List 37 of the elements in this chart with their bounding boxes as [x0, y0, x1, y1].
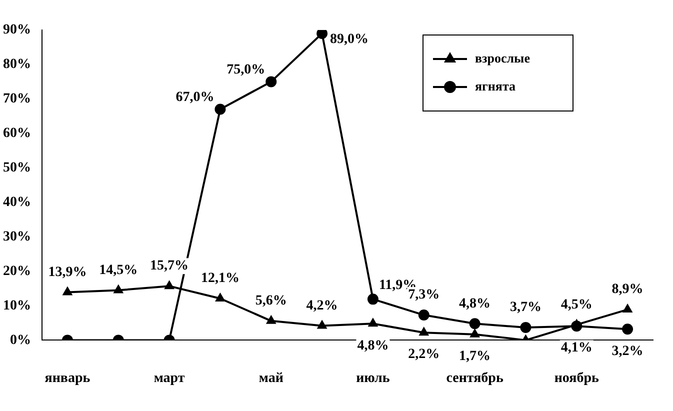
- data-label: 13,9%: [48, 264, 87, 280]
- data-label: 4,5%: [560, 297, 592, 312]
- data-label: 3,2%: [612, 344, 644, 359]
- data-label: 4,2%: [306, 298, 338, 314]
- data-label: 67,0%: [176, 90, 214, 105]
- y-tick-label: 90%: [3, 22, 31, 38]
- y-tick-label: 0%: [10, 332, 31, 348]
- y-tick-label: 20%: [3, 264, 31, 279]
- legend-label: ягнята: [475, 78, 516, 94]
- y-tick-label: 50%: [3, 160, 31, 176]
- y-tick-label: 80%: [3, 57, 31, 72]
- x-tick-label: сентябрь: [446, 371, 504, 386]
- data-label: 75,0%: [226, 62, 266, 78]
- legend-label: взрослые: [475, 50, 530, 66]
- data-label: 4,8%: [459, 296, 491, 312]
- x-tick-label: ноябрь: [554, 371, 600, 386]
- y-tick-label: 70%: [3, 92, 31, 107]
- x-tick-label: июль: [356, 371, 390, 386]
- data-label: 89,0%: [330, 32, 369, 48]
- data-label: 7,3%: [408, 288, 440, 303]
- data-label: 12,1%: [200, 271, 240, 286]
- y-tick-label: 60%: [3, 126, 31, 142]
- data-label: 3,7%: [510, 300, 542, 316]
- data-label: 8,9%: [612, 282, 644, 298]
- x-tick-label: январь: [44, 371, 91, 386]
- x-tick-label: май: [258, 371, 284, 386]
- y-tick-label: 30%: [3, 229, 31, 244]
- data-label: 4,1%: [560, 340, 592, 356]
- data-label: 14,5%: [99, 262, 138, 278]
- data-label: 4,8%: [357, 338, 389, 354]
- data-label: 2,2%: [408, 347, 440, 362]
- x-tick-label: март: [154, 371, 185, 386]
- y-tick-label: 40%: [3, 194, 31, 210]
- y-tick-label: 10%: [3, 298, 31, 314]
- data-label: 5,6%: [255, 294, 287, 309]
- data-label: 1,7%: [459, 348, 491, 364]
- data-label: 15,7%: [150, 258, 189, 274]
